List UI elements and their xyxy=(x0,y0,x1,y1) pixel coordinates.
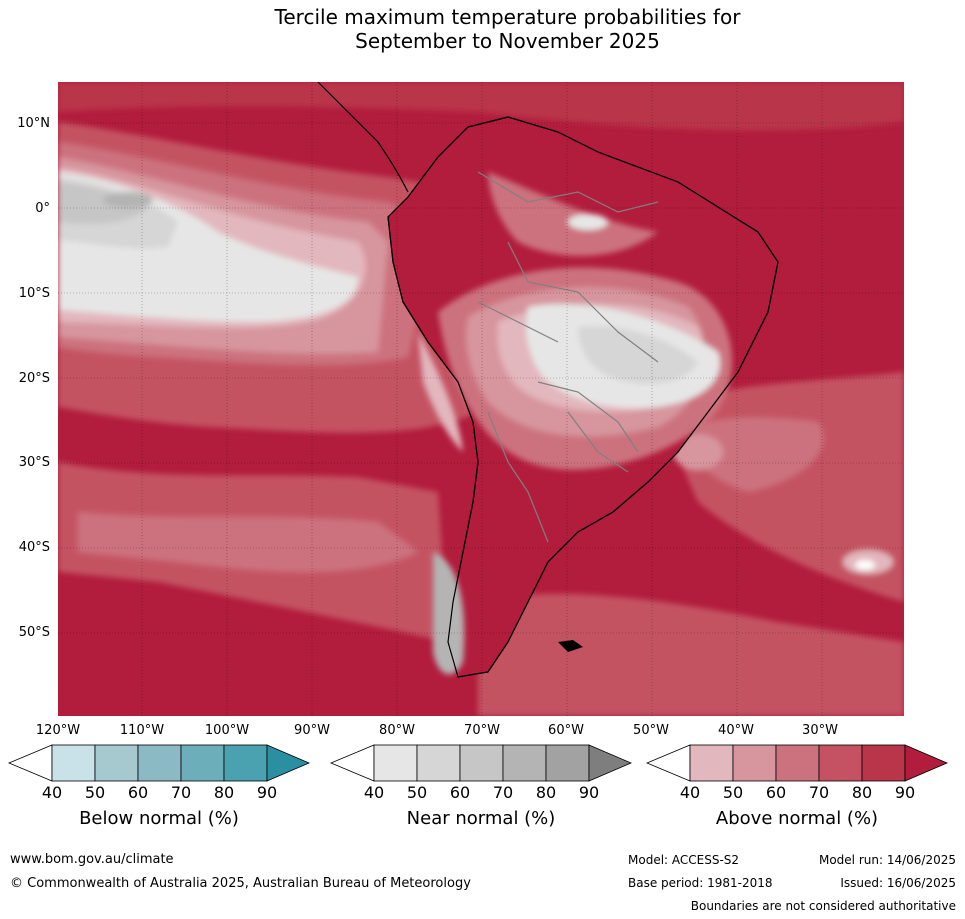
below-tick-40: 40 xyxy=(41,783,63,802)
below-swatch-lt40 xyxy=(8,744,53,782)
lon-label-40w: 40°W xyxy=(718,723,754,738)
title-line-1: Tercile maximum temperature probabilitie… xyxy=(274,5,741,29)
atlantic-patch-40 xyxy=(855,560,875,570)
probability-map xyxy=(58,82,904,716)
lon-label-80w: 80°W xyxy=(379,723,415,738)
falkland-islands xyxy=(558,640,583,652)
near-swatch-50-60 xyxy=(416,744,461,782)
lat-label-50s: 50°S xyxy=(18,625,50,640)
lon-label-30w: 30°W xyxy=(802,723,838,738)
pacific-pattern xyxy=(58,122,478,642)
title-line-2: September to November 2025 xyxy=(355,29,660,53)
copyright-text: © Commonwealth of Australia 2025, Austra… xyxy=(10,876,471,891)
coastline xyxy=(387,116,779,678)
above-tick-50: 50 xyxy=(722,783,744,802)
below-tick-90: 90 xyxy=(256,783,278,802)
lat-label-0: 0° xyxy=(35,201,50,216)
above-normal-title: Above normal (%) xyxy=(715,808,879,829)
below-swatch-40-50 xyxy=(51,744,96,782)
below-swatch-80-90 xyxy=(223,744,268,782)
lat-label-10n: 10°N xyxy=(17,116,50,131)
near-swatch-40-50 xyxy=(373,744,418,782)
near-swatch-gt90 xyxy=(588,744,632,782)
model-run-date: Model run: 14/06/2025 xyxy=(818,853,956,867)
above-tick-40: 40 xyxy=(679,783,701,802)
above-swatch-lt40 xyxy=(646,744,691,782)
lat-label-20s: 20°S xyxy=(18,371,50,386)
amazon-patch-40 xyxy=(568,214,608,230)
above-swatch-70-80 xyxy=(818,744,863,782)
lat-label-30s: 30°S xyxy=(18,455,50,470)
lon-label-100w: 100°W xyxy=(204,723,250,738)
caribbean-band-80 xyxy=(58,82,904,131)
website-link[interactable]: www.bom.gov.au/climate xyxy=(10,852,174,867)
colorbar-near-normal xyxy=(330,744,632,782)
below-tick-80: 80 xyxy=(213,783,235,802)
base-period: Base period: 1981-2018 xyxy=(628,876,773,890)
below-tick-60: 60 xyxy=(127,783,149,802)
lon-label-110w: 110°W xyxy=(119,723,165,738)
country-borders xyxy=(477,171,659,543)
south-america xyxy=(317,82,779,678)
south-pacific-band-70 xyxy=(78,512,418,572)
lon-label-70w: 70°W xyxy=(464,723,500,738)
below-tick-50: 50 xyxy=(84,783,106,802)
issued-date: Issued: 16/06/2025 xyxy=(840,876,956,890)
boundary-disclaimer: Boundaries are not considered authoritat… xyxy=(690,899,956,913)
land-near-normal-50 xyxy=(578,326,698,384)
near-normal-60-pacific xyxy=(58,182,148,224)
near-swatch-70-80 xyxy=(502,744,547,782)
near-normal-title: Near normal (%) xyxy=(406,808,556,829)
lon-label-50w: 50°W xyxy=(633,723,669,738)
amazon-band-70 xyxy=(488,172,658,256)
below-swatch-50-60 xyxy=(94,744,139,782)
near-swatch-60-70 xyxy=(459,744,504,782)
above-swatch-40-50 xyxy=(689,744,734,782)
above-swatch-80-90 xyxy=(861,744,906,782)
atlantic-patch-60 xyxy=(673,434,723,470)
colorbar-below-normal xyxy=(8,744,310,782)
south-atlantic-band-80 xyxy=(478,593,904,716)
above-tick-90: 90 xyxy=(894,783,916,802)
below-swatch-gt90 xyxy=(266,744,310,782)
below-swatch-70-80 xyxy=(180,744,225,782)
lon-label-90w: 90°W xyxy=(294,723,330,738)
below-normal-title: Below normal (%) xyxy=(79,808,239,829)
above-tick-70: 70 xyxy=(808,783,830,802)
lon-label-60w: 60°W xyxy=(548,723,584,738)
near-normal-70-patch xyxy=(103,192,153,208)
above-swatch-60-70 xyxy=(775,744,820,782)
above-swatch-gt90 xyxy=(904,744,948,782)
andes-band-60 xyxy=(418,332,463,452)
map-title: Tercile maximum temperature probabilitie… xyxy=(0,5,965,53)
below-tick-70: 70 xyxy=(170,783,192,802)
model-name: Model: ACCESS-S2 xyxy=(628,853,740,867)
above-tick-60: 60 xyxy=(765,783,787,802)
below-swatch-60-70 xyxy=(137,744,182,782)
atlantic-pattern xyxy=(58,82,904,716)
near-tick-80: 80 xyxy=(535,783,557,802)
lon-label-120w: 120°W xyxy=(35,723,81,738)
lat-label-40s: 40°S xyxy=(18,540,50,555)
colorbar-above-normal xyxy=(646,744,948,782)
near-swatch-lt40 xyxy=(330,744,375,782)
graticule xyxy=(58,82,904,716)
near-tick-70: 70 xyxy=(492,783,514,802)
lat-label-10s: 10°S xyxy=(18,286,50,301)
near-tick-50: 50 xyxy=(406,783,428,802)
near-tick-60: 60 xyxy=(449,783,471,802)
atlantic-band-70 xyxy=(678,417,824,492)
above-swatch-50-60 xyxy=(732,744,777,782)
near-tick-40: 40 xyxy=(363,783,385,802)
near-tick-90: 90 xyxy=(578,783,600,802)
central-america xyxy=(317,82,409,193)
above-tick-80: 80 xyxy=(851,783,873,802)
near-swatch-80-90 xyxy=(545,744,590,782)
